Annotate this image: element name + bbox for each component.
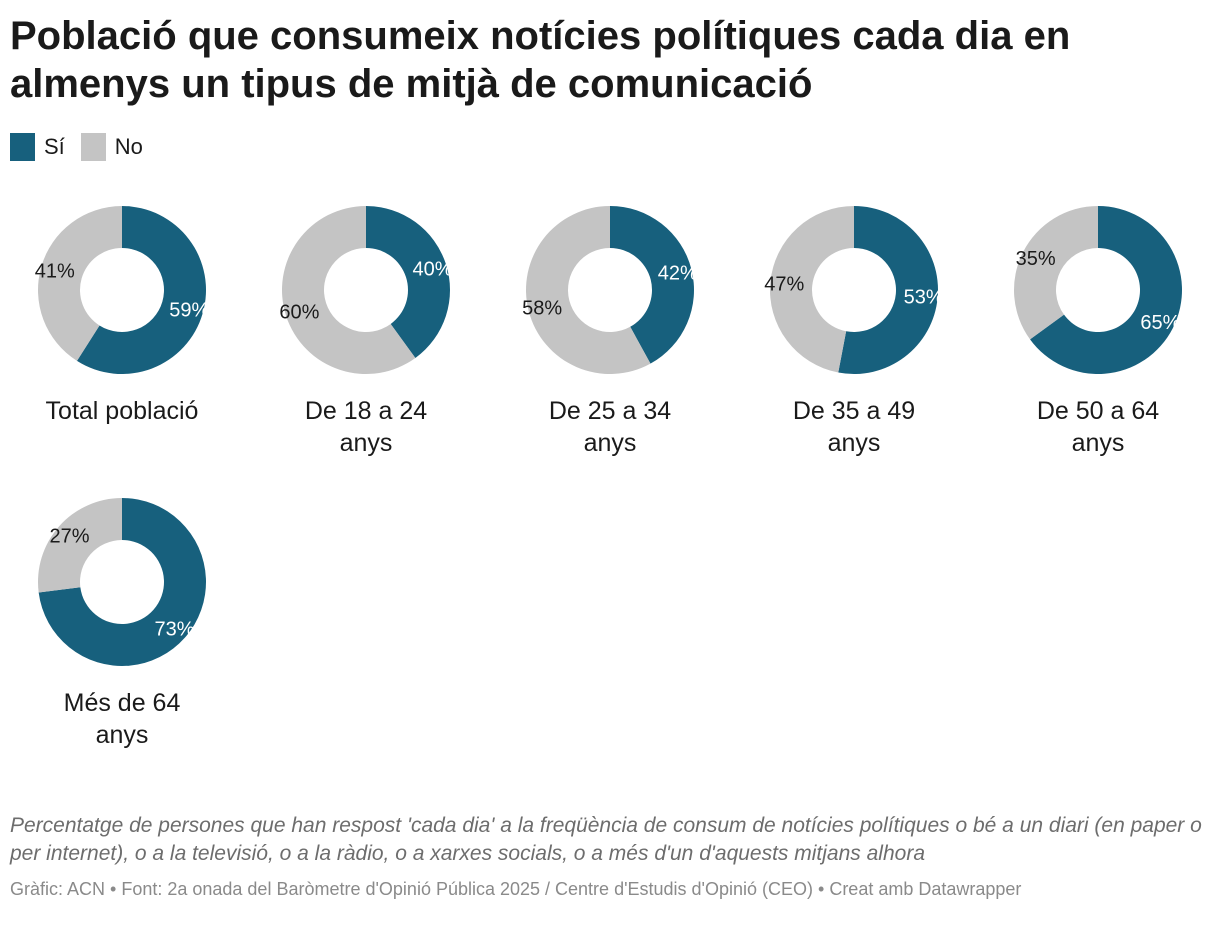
legend-swatch-no [80,133,106,161]
legend-item-si: Sí [10,133,65,161]
donut-category-label-de-35-a-49-anys-line2: anys [828,429,881,457]
chart-notes: Percentatge de persones que han respost … [10,814,1202,865]
donut-value-label-no-de-35-a-49-anys: 47% [764,273,804,295]
donut-value-label-no-mes-de-64-anys: 27% [49,526,89,548]
donut-value-label-si-mes-de-64-anys: 73% [154,618,194,640]
donut-category-label-de-18-a-24-anys: De 18 a 24 [305,397,427,425]
donut-category-label-total-poblacio: Total població [46,397,199,425]
donut-category-label-de-35-a-49-anys: De 35 a 49 [793,397,915,425]
chart-credits: Gràfic: ACN • Font: 2a onada del Baròmet… [10,879,1022,899]
donut-slice-no-de-35-a-49-anys [770,206,854,373]
donut-value-label-si-de-50-a-64-anys: 65% [1140,312,1180,334]
donut-category-label-de-50-a-64-anys: De 50 a 64 [1037,397,1159,425]
donut-slice-si-de-25-a-34-anys [610,206,694,364]
donut-value-label-si-de-25-a-34-anys: 42% [658,263,698,285]
legend: Sí No [10,133,159,161]
donut-slice-si-mes-de-64-anys [38,498,206,667]
donut-charts-area: 59% 41% Total població 40% 60% De 18 a 24 anys… [35,206,1182,749]
donut-chart-de-18-a-24-anys: 40% 60% De 18 a 24 anys [279,206,453,457]
donut-slice-no-mes-de-64-anys [38,498,122,593]
donut-category-label-de-25-a-34-anys-line2: anys [584,429,637,457]
donut-chart-de-50-a-64-anys: 65% 35% De 50 a 64 anys [1014,206,1182,457]
donut-slice-no-de-18-a-24-anys [281,206,416,374]
donut-value-label-si-de-18-a-24-anys: 40% [413,258,453,280]
donut-slice-si-de-50-a-64-anys [1030,206,1182,374]
donut-chart-de-25-a-34-anys: 42% 58% De 25 a 34 anys [522,206,698,457]
legend-label-no: No [114,134,143,159]
donut-value-label-si-total-poblacio: 59% [169,300,209,322]
donut-slice-no-total-poblacio [37,206,122,361]
donut-slice-si-total-poblacio [76,206,206,374]
chart-title: Població que consumeix notícies polítiqu… [10,14,1071,106]
donut-value-label-no-de-18-a-24-anys: 60% [279,302,319,324]
donut-category-label-de-25-a-34-anys: De 25 a 34 [549,397,671,425]
donut-value-label-si-de-35-a-49-anys: 53% [904,287,944,309]
legend-label-si: Sí [44,134,65,159]
donut-chart-mes-de-64-anys: 73% 27% Més de 64 anys [38,498,206,749]
donut-value-label-no-total-poblacio: 41% [35,260,75,282]
donut-slice-no-de-50-a-64-anys [1014,206,1098,340]
donut-slice-si-de-18-a-24-anys [366,206,450,358]
donut-category-label-mes-de-64-anys-line2: anys [96,721,149,749]
donut-chart-total-poblacio: 59% 41% Total població [35,206,209,425]
donut-value-label-no-de-25-a-34-anys: 58% [522,297,562,319]
donut-value-label-no-de-50-a-64-anys: 35% [1016,248,1056,270]
donut-category-label-de-18-a-24-anys-line2: anys [340,429,393,457]
donut-chart-de-35-a-49-anys: 53% 47% De 35 a 49 anys [764,206,944,457]
donut-category-label-de-50-a-64-anys-line2: anys [1072,429,1125,457]
donut-category-label-mes-de-64-anys: Més de 64 [64,689,181,717]
donut-slice-si-de-35-a-49-anys [838,206,939,374]
donut-slice-no-de-25-a-34-anys [526,206,651,375]
legend-swatch-si [10,133,35,161]
legend-item-no: No [80,133,143,161]
